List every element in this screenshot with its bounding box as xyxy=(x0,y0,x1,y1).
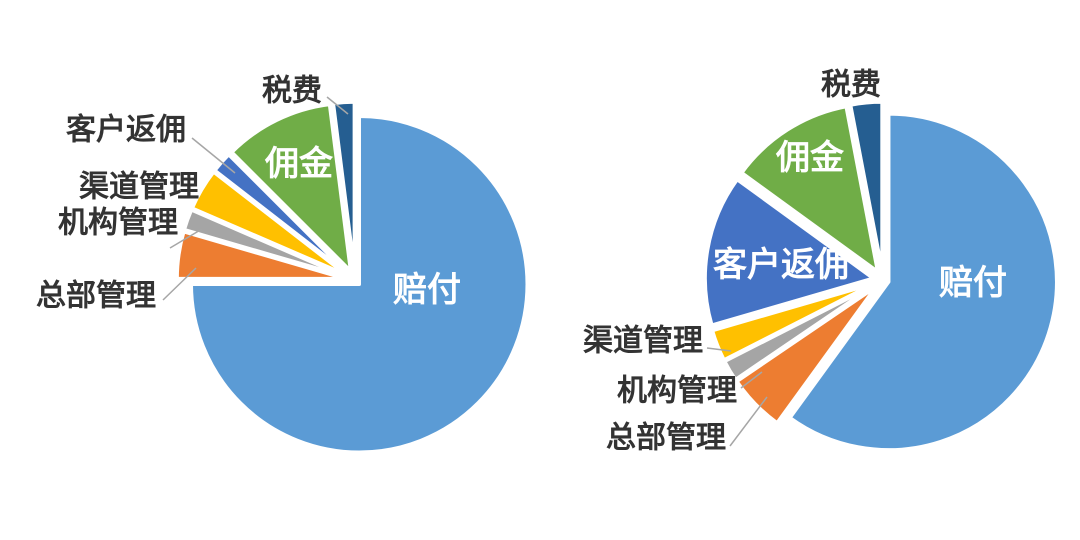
pie-left-leader-line-4 xyxy=(191,137,236,174)
pie-left-leader-line-1 xyxy=(162,267,197,301)
pie-left-label-2: 机构管理 xyxy=(58,206,178,241)
pie-right-slice-6 xyxy=(848,100,884,272)
left-pie-chart: 赔付 总部管理 机构管理 渠道管理 客户返佣佣金 税费 xyxy=(36,74,529,454)
pie-left-slice-1 xyxy=(175,229,347,281)
pie-left-leader-line-6 xyxy=(326,96,349,115)
pie-left-leader-line-2 xyxy=(169,228,203,249)
pie-left-slice-6 xyxy=(331,100,357,272)
pie-right-leader-line-1 xyxy=(729,396,768,447)
pie-right-leader-line-2 xyxy=(740,371,763,389)
pie-right-label-6: 税费 xyxy=(821,68,881,103)
pie-right-label-5: 佣金 xyxy=(775,138,845,178)
pie-left-label-1: 总部管理 xyxy=(36,279,156,314)
pie-right-slice-0 xyxy=(788,112,1059,452)
pie-left-label-3: 渠道管理 xyxy=(79,170,199,205)
pie-left-label-0: 赔付 xyxy=(393,270,461,310)
pie-right-label-3: 渠道管理 xyxy=(583,324,703,359)
pie-right-leader-line-3 xyxy=(706,347,732,352)
pie-right-label-4: 客户返佣 xyxy=(713,245,849,285)
right-pie-chart: 赔付总部管理 机构管理 渠道管理 客户返佣 佣金 税费 xyxy=(540,0,1080,540)
pie-right-label-2: 机构管理 xyxy=(617,374,737,409)
pie-left-slice-5 xyxy=(230,102,353,273)
pie-right-slice-4 xyxy=(703,177,875,327)
pie-left-slice-2 xyxy=(182,208,348,279)
pie-left-slice-0 xyxy=(189,114,529,454)
pie-left-label-5: 佣金 xyxy=(264,144,334,184)
pie-right-slice-5 xyxy=(739,104,880,274)
pie-left-slice-3 xyxy=(190,170,349,277)
pie-right-label-0: 赔付 xyxy=(939,263,1007,303)
pie-right-slice-1 xyxy=(735,285,878,425)
pie-right-label-1: 总部管理 xyxy=(606,421,726,456)
pie-left-label-4: 客户返佣 xyxy=(66,113,186,148)
pie-right-slice-3 xyxy=(710,281,876,362)
pie-left-label-6: 税费 xyxy=(262,74,322,109)
